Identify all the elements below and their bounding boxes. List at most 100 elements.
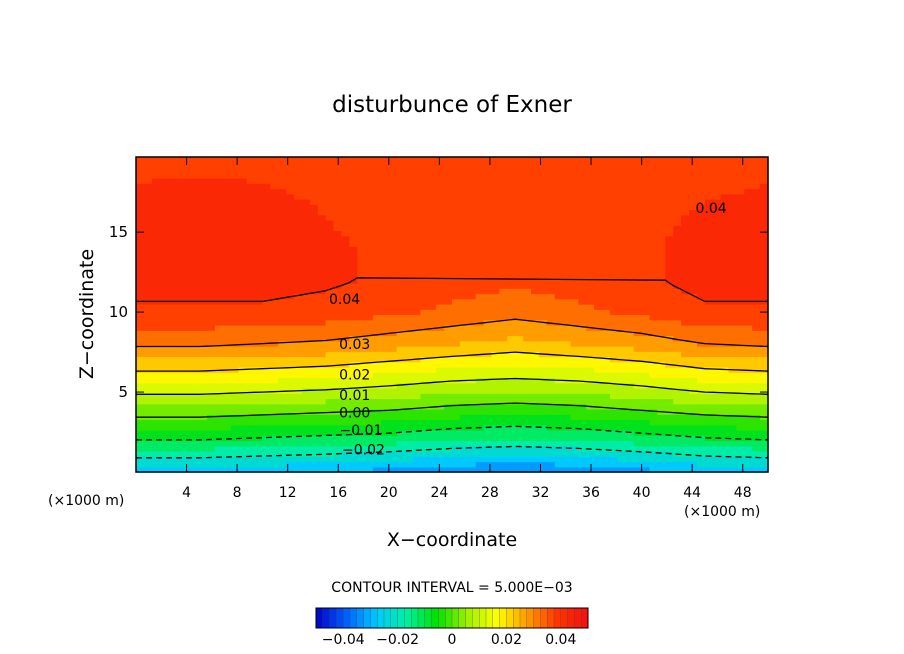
field-cell [696, 367, 706, 373]
field-cell [199, 193, 208, 200]
field-cell [191, 167, 200, 174]
field-cell [665, 314, 674, 321]
field-cell [199, 157, 208, 163]
field-cell [309, 204, 319, 211]
field-cell [278, 403, 287, 410]
field-cell [689, 393, 698, 400]
field-cell [436, 419, 445, 426]
field-cell [475, 262, 485, 268]
field-cell [159, 330, 169, 337]
field-cell [649, 214, 658, 221]
field-cell [467, 451, 477, 457]
field-cell [531, 199, 540, 205]
field-cell [752, 430, 761, 436]
field-cell [649, 225, 658, 232]
field-cell [459, 398, 469, 405]
field-cell [562, 414, 572, 421]
field-cell [270, 435, 279, 442]
field-cell [720, 430, 730, 436]
field-cell [538, 435, 548, 442]
field-cell [270, 235, 279, 242]
field-cell [712, 466, 722, 473]
field-cell [538, 361, 548, 368]
field-cell [301, 393, 311, 400]
field-cell [357, 157, 366, 163]
field-cell [262, 414, 271, 421]
field-cell [562, 304, 572, 310]
field-cell [641, 424, 651, 431]
field-cell [491, 256, 500, 263]
field-cell [444, 157, 453, 163]
field-cell [499, 267, 508, 274]
field-cell [704, 167, 714, 174]
field-cell [246, 172, 256, 179]
field-cell [270, 246, 279, 253]
field-cell [617, 451, 627, 457]
field-cell [633, 293, 643, 300]
field-cell [649, 382, 658, 389]
field-cell [404, 251, 414, 258]
field-cell [538, 157, 548, 163]
field-cell [531, 172, 540, 179]
field-cell [436, 314, 445, 321]
field-cell [215, 256, 224, 263]
field-cell [538, 283, 548, 289]
field-cell [499, 340, 508, 347]
field-cell [191, 172, 200, 179]
field-cell [215, 451, 224, 457]
field-cell [617, 235, 627, 242]
field-cell [515, 409, 524, 415]
field-cell [704, 256, 714, 263]
field-cell [625, 451, 635, 457]
field-cell [262, 330, 271, 337]
field-cell [625, 288, 635, 295]
field-cell [373, 451, 382, 457]
field-cell [665, 356, 674, 363]
field-cell [183, 325, 192, 331]
field-cell [238, 361, 248, 368]
field-cell [341, 241, 350, 247]
field-cell [388, 440, 398, 447]
field-cell [499, 325, 508, 331]
field-cell [270, 304, 279, 310]
field-cell [546, 414, 556, 421]
field-cell [373, 214, 382, 221]
field-cell [752, 461, 761, 468]
field-cell [641, 435, 651, 442]
field-cell [602, 277, 611, 284]
field-cell [191, 440, 200, 447]
field-cell [230, 351, 240, 358]
field-cell [744, 398, 753, 405]
field-cell [254, 283, 263, 289]
field-cell [136, 183, 145, 190]
field-cell [444, 403, 453, 410]
field-cell [325, 351, 335, 358]
field-cell [633, 346, 643, 352]
field-cell [602, 403, 611, 410]
field-cell [586, 372, 595, 379]
field-cell [309, 340, 319, 347]
field-cell [760, 304, 769, 310]
field-cell [578, 309, 587, 316]
field-cell [562, 398, 572, 405]
field-cell [665, 456, 674, 463]
field-cell [704, 398, 714, 405]
field-cell [167, 403, 177, 410]
field-cell [625, 335, 635, 342]
field-cell [167, 167, 177, 174]
field-cell [238, 398, 248, 405]
field-cell [246, 351, 256, 358]
field-cell [396, 283, 406, 289]
field-cell [309, 346, 319, 352]
field-cell [207, 346, 216, 352]
field-cell [538, 277, 548, 284]
field-cell [151, 393, 161, 400]
field-cell [373, 204, 382, 211]
field-cell [475, 388, 485, 394]
field-cell [744, 209, 753, 216]
field-cell [404, 157, 414, 163]
field-cell [523, 325, 532, 331]
field-cell [151, 183, 161, 190]
field-cell [760, 251, 769, 258]
field-cell [309, 430, 319, 436]
